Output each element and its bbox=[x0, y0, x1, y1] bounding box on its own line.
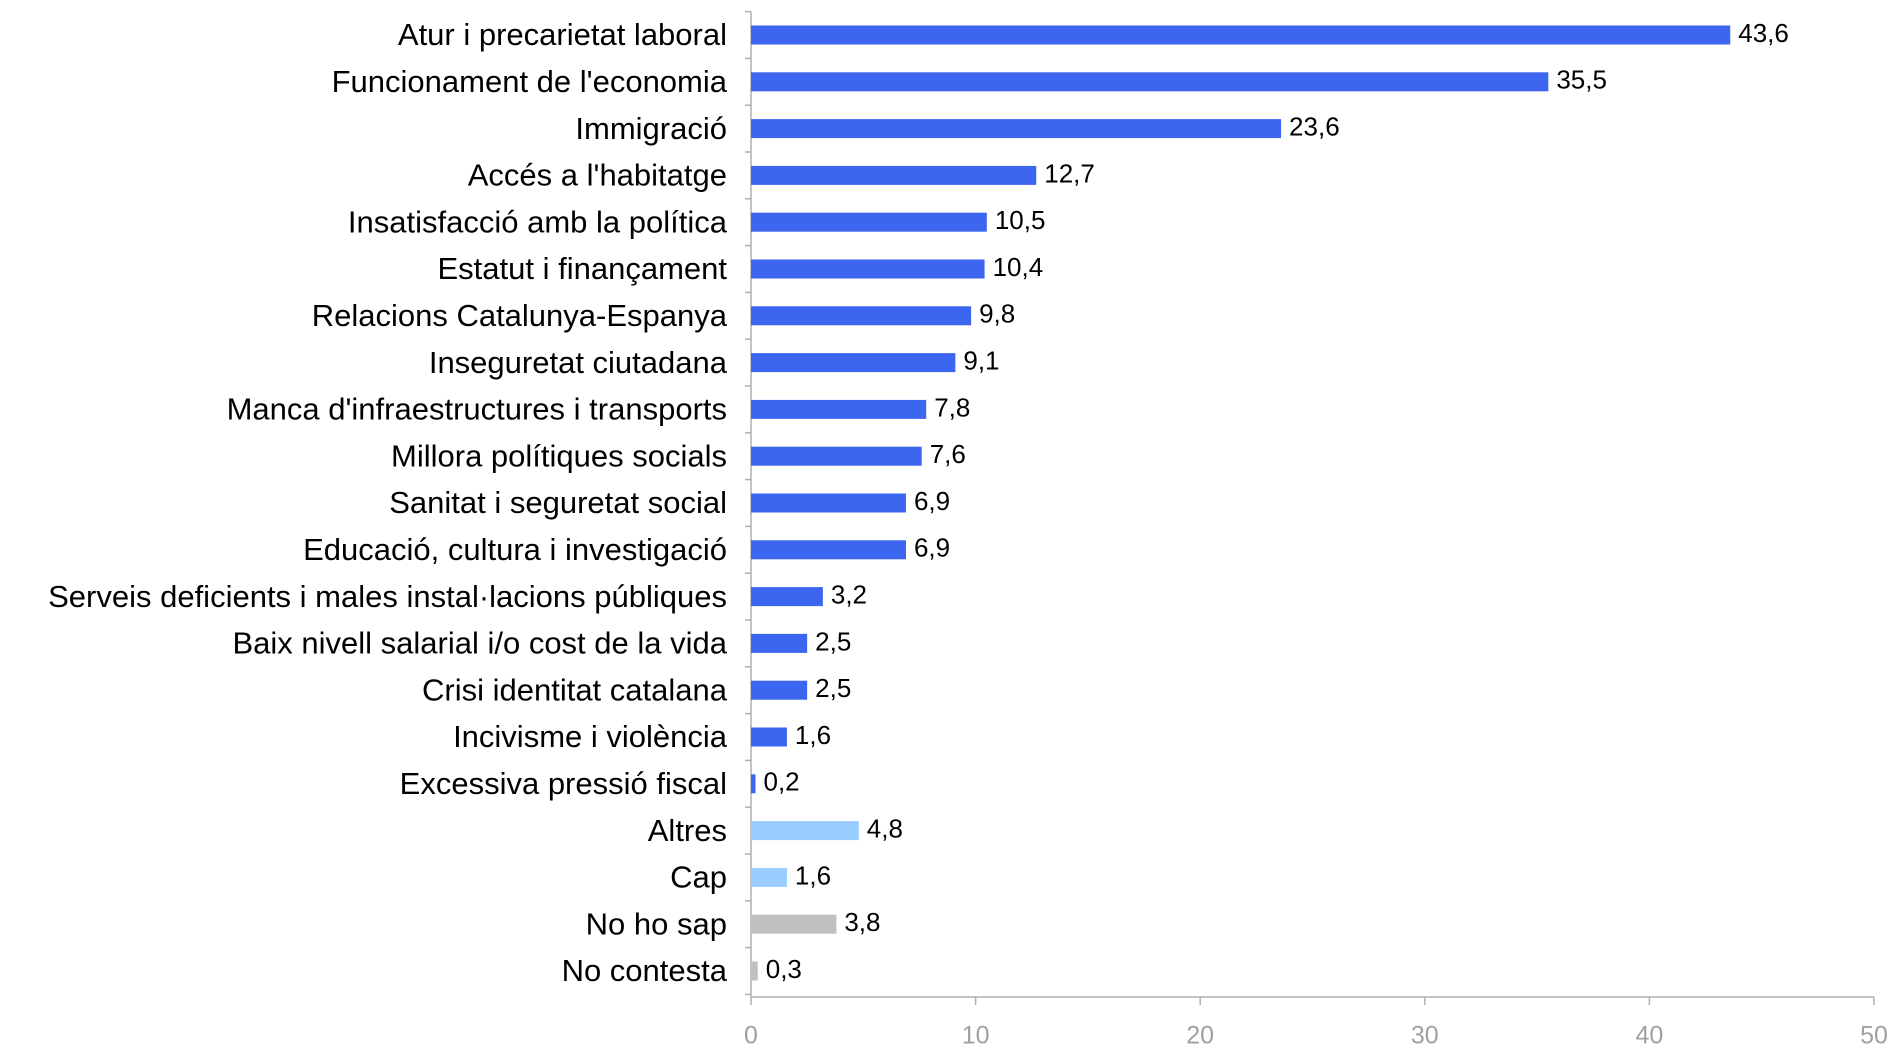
value-label: 10,4 bbox=[993, 252, 1044, 282]
value-label: 10,5 bbox=[995, 205, 1046, 235]
value-label: 3,2 bbox=[831, 579, 867, 609]
category-label: Sanitat i seguretat social bbox=[389, 485, 727, 520]
category-label: Excessiva pressió fiscal bbox=[400, 766, 727, 801]
value-label: 2,5 bbox=[815, 673, 851, 703]
x-tick-label: 20 bbox=[1186, 1022, 1214, 1050]
bar bbox=[751, 961, 758, 981]
category-label: Cap bbox=[670, 860, 727, 895]
value-label: 43,6 bbox=[1738, 18, 1789, 48]
category-label: Relacions Catalunya-Espanya bbox=[312, 298, 728, 333]
x-tick-label: 40 bbox=[1635, 1022, 1663, 1050]
bar bbox=[751, 680, 808, 700]
category-label: Immigració bbox=[575, 111, 727, 146]
category-label: Baix nivell salarial i/o cost de la vida bbox=[232, 626, 727, 661]
value-label: 1,6 bbox=[795, 720, 831, 750]
category-label: Insatisfacció amb la política bbox=[348, 204, 728, 239]
category-label: Millora polítiques socials bbox=[391, 438, 727, 473]
bar bbox=[751, 540, 906, 560]
bar bbox=[751, 587, 823, 607]
value-label: 1,6 bbox=[795, 860, 831, 890]
value-label: 7,8 bbox=[934, 392, 970, 422]
bar bbox=[751, 633, 808, 653]
category-label: No ho sap bbox=[586, 906, 727, 941]
value-label: 6,9 bbox=[914, 486, 950, 516]
value-label: 9,8 bbox=[979, 299, 1015, 329]
value-label: 2,5 bbox=[815, 626, 851, 656]
bar bbox=[751, 25, 1731, 45]
category-label: Manca d'infraestructures i transports bbox=[227, 392, 727, 427]
category-label: Serveis deficients i males instal·lacion… bbox=[48, 579, 727, 614]
value-label: 0,3 bbox=[766, 954, 802, 984]
value-label: 35,5 bbox=[1556, 65, 1607, 95]
x-tick-label: 0 bbox=[744, 1022, 758, 1050]
value-label: 7,6 bbox=[930, 439, 966, 469]
category-label: Inseguretat ciutadana bbox=[429, 345, 728, 380]
category-label: No contesta bbox=[562, 953, 728, 988]
value-label: 9,1 bbox=[963, 345, 999, 375]
value-label: 12,7 bbox=[1044, 158, 1095, 188]
bar bbox=[751, 165, 1037, 185]
category-label: Estatut i finançament bbox=[438, 251, 728, 286]
x-tick-label: 50 bbox=[1860, 1022, 1888, 1050]
category-label: Altres bbox=[648, 813, 727, 848]
x-tick-label: 30 bbox=[1411, 1022, 1439, 1050]
bar bbox=[751, 72, 1549, 92]
category-label: Atur i precarietat laboral bbox=[398, 17, 727, 52]
category-label: Educació, cultura i investigació bbox=[303, 532, 727, 567]
bar bbox=[751, 212, 987, 232]
x-tick-label: 10 bbox=[962, 1022, 990, 1050]
category-label: Crisi identitat catalana bbox=[422, 672, 728, 707]
value-label: 6,9 bbox=[914, 533, 950, 563]
bar bbox=[751, 446, 922, 466]
bar bbox=[751, 306, 972, 326]
value-label: 23,6 bbox=[1289, 111, 1340, 141]
category-label: Funcionament de l'economia bbox=[332, 64, 728, 99]
bar bbox=[751, 821, 859, 841]
value-label: 3,8 bbox=[844, 907, 880, 937]
value-label: 0,2 bbox=[763, 767, 799, 797]
value-label: 4,8 bbox=[867, 813, 903, 843]
bar bbox=[751, 914, 837, 934]
bar bbox=[751, 399, 927, 419]
bar bbox=[751, 727, 787, 747]
bar bbox=[751, 774, 756, 794]
bar bbox=[751, 119, 1282, 139]
bar bbox=[751, 493, 906, 513]
category-label: Accés a l'habitatge bbox=[468, 158, 727, 193]
bar bbox=[751, 353, 956, 373]
bar bbox=[751, 259, 985, 279]
category-label: Incivisme i violència bbox=[453, 719, 728, 754]
bar bbox=[751, 867, 787, 887]
